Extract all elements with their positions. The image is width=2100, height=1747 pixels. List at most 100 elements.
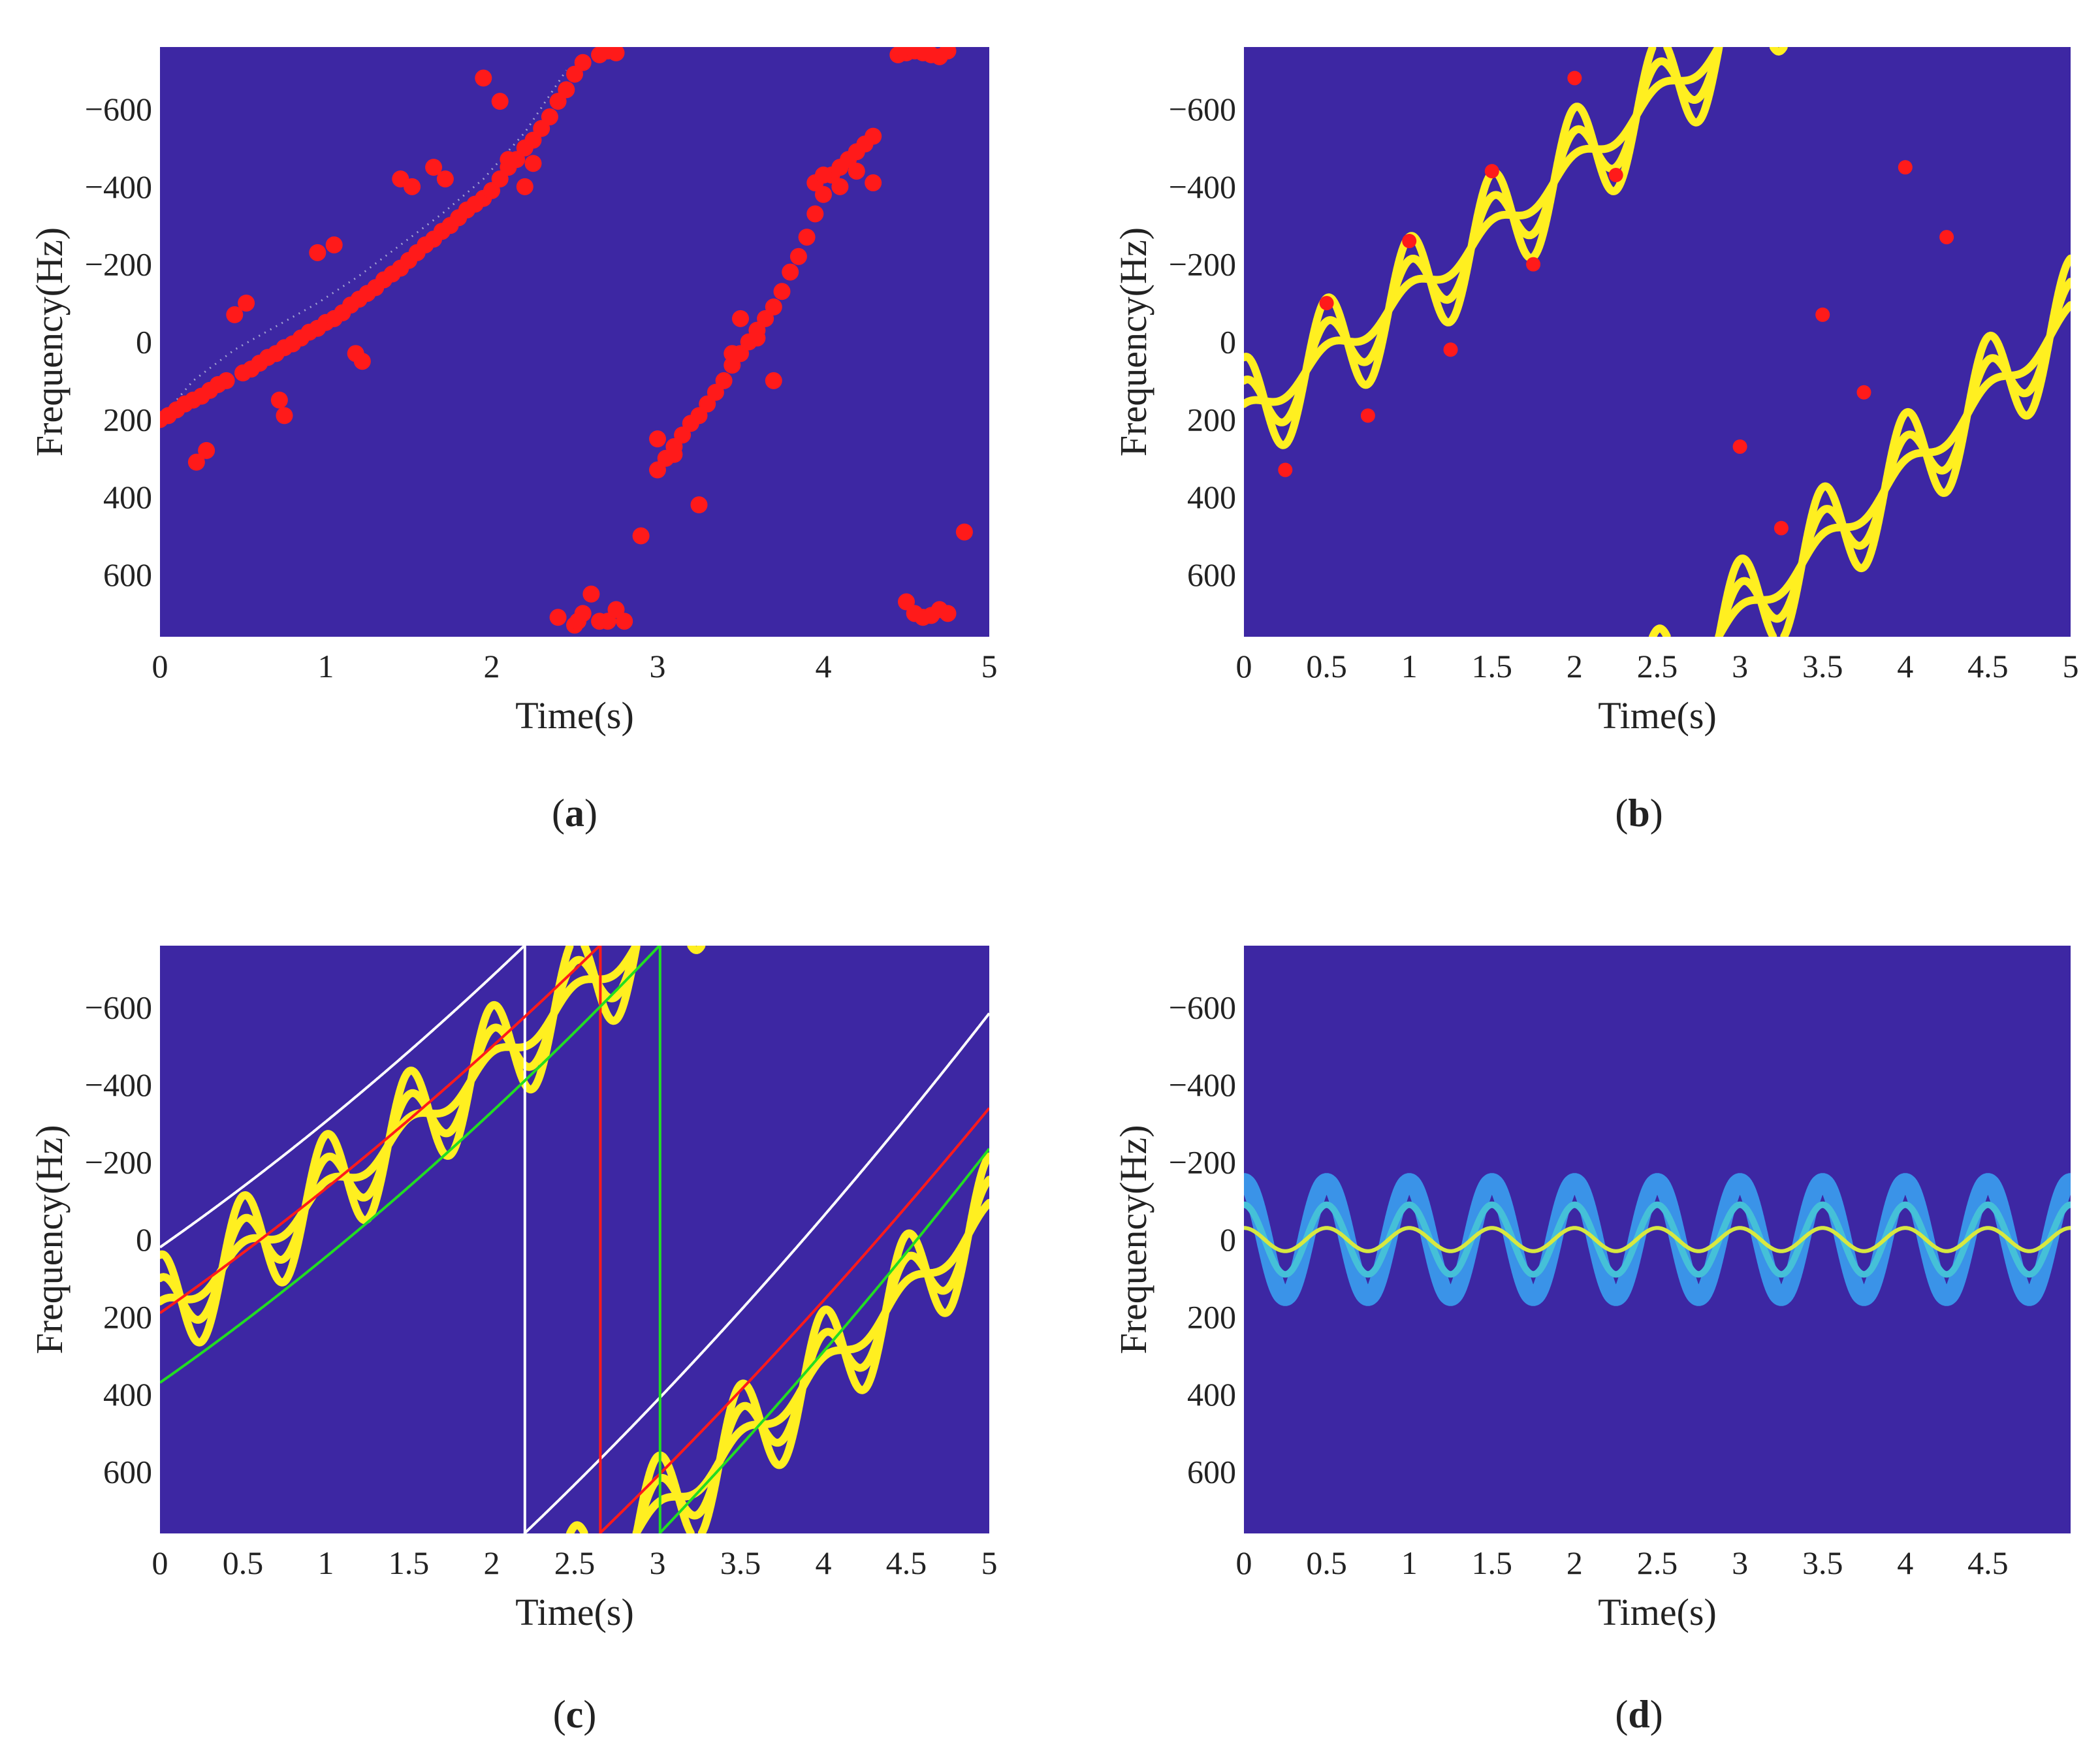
detected-peak-point bbox=[217, 372, 235, 389]
panel-d: 0 0.5 1 1.5 2 2.5 3 3.5 4 4.5 −600 −400 −200 0 200 400 6… bbox=[1112, 946, 2071, 1736]
y-tick-label: 200 bbox=[1187, 1298, 1236, 1335]
detected-peak-point bbox=[955, 523, 973, 541]
x-tick-label: 2 bbox=[1567, 648, 1583, 684]
y-tick-label: 0 bbox=[136, 324, 152, 361]
ridge-outer-line bbox=[687, 946, 706, 954]
y-tick-label: −600 bbox=[1169, 989, 1236, 1026]
panel-label-open: ( bbox=[552, 792, 565, 835]
ridge-inner-line bbox=[1244, 47, 1723, 408]
x-tick-label: 4 bbox=[816, 648, 832, 684]
extremum-point bbox=[1443, 342, 1458, 357]
x-tick-label: 0 bbox=[1236, 648, 1252, 684]
x-tick-label: 4 bbox=[816, 1545, 832, 1581]
x-tick-label: 3.5 bbox=[1802, 648, 1843, 684]
detected-peak-point bbox=[649, 430, 666, 448]
detected-peak-point bbox=[848, 163, 865, 180]
ridge-inner-line bbox=[1715, 301, 2071, 637]
y-tick-label: 600 bbox=[1187, 556, 1236, 593]
plot-content bbox=[160, 47, 973, 634]
detected-peak-point bbox=[748, 329, 766, 347]
detected-peak-point bbox=[865, 174, 882, 191]
x-tick-label: 0.5 bbox=[1306, 648, 1347, 684]
extremum-point bbox=[1732, 439, 1747, 454]
detected-peak-point bbox=[632, 527, 650, 545]
detected-peak-point bbox=[616, 613, 633, 630]
x-tick-label: 0 bbox=[152, 648, 168, 684]
x-tick-label: 4.5 bbox=[1967, 1545, 2009, 1581]
ridge-outer-line bbox=[566, 1521, 588, 1533]
extremum-point bbox=[1484, 164, 1499, 179]
panel-label-close: ) bbox=[1650, 1693, 1663, 1736]
detected-peak-point bbox=[541, 108, 558, 125]
x-tick-label: 1.5 bbox=[1472, 648, 1513, 684]
panel-label-open: ( bbox=[1615, 792, 1628, 835]
detected-peak-point bbox=[782, 263, 799, 281]
extremum-point bbox=[1360, 408, 1375, 423]
y-tick-label: −400 bbox=[1169, 1066, 1236, 1103]
y-tick-label: 600 bbox=[103, 556, 152, 593]
plot-content bbox=[1244, 1173, 2071, 1306]
x-tick-label: 5 bbox=[981, 1545, 998, 1581]
detected-peak-point bbox=[789, 248, 807, 265]
y-tick-label: −400 bbox=[85, 1066, 152, 1103]
panel-label-letter: c bbox=[566, 1693, 584, 1736]
detected-peak-point bbox=[549, 609, 567, 626]
detected-peak-point bbox=[815, 167, 832, 184]
x-tick-label: 5 bbox=[2063, 648, 2079, 684]
detected-peak-point bbox=[715, 372, 733, 389]
extremum-point bbox=[1898, 160, 1913, 175]
y-tick-label: −200 bbox=[1169, 1144, 1236, 1181]
x-tick-label: 4 bbox=[1897, 1545, 1913, 1581]
y-tick-label: −400 bbox=[85, 168, 152, 205]
detected-peak-point bbox=[690, 496, 708, 514]
detected-peak-point bbox=[558, 81, 575, 99]
y-tick-label: −600 bbox=[85, 989, 152, 1026]
ridge-outer-line bbox=[1649, 624, 1671, 637]
y-axis-label: Frequency(Hz) bbox=[28, 227, 71, 457]
y-tick-label: −400 bbox=[1169, 168, 1236, 205]
panel-c: 0 0.5 1 1.5 2 2.5 3 3.5 4 4.5 5 −600 −400 −200 0 200 400… bbox=[28, 946, 998, 1736]
extremum-point bbox=[1319, 296, 1334, 311]
detected-peak-point bbox=[865, 127, 882, 145]
x-tick-label: 1.5 bbox=[389, 1545, 430, 1581]
detected-peak-point bbox=[309, 244, 326, 261]
panel-b: 0 0.5 1 1.5 2 2.5 3 3.5 4 4.5 5 −600 −400 −200 0 200 400… bbox=[1112, 47, 2079, 835]
panel-label-close: ) bbox=[584, 792, 597, 835]
detected-peak-point bbox=[238, 295, 255, 312]
plot-content bbox=[160, 946, 989, 1533]
panel-label-open: ( bbox=[553, 1693, 566, 1736]
y-tick-label: 200 bbox=[103, 1298, 152, 1335]
detected-peak-point bbox=[574, 605, 592, 622]
detected-peak-point bbox=[524, 155, 542, 172]
extremum-point bbox=[1608, 168, 1623, 183]
y-axis-label: Frequency(Hz) bbox=[28, 1125, 71, 1354]
detected-peak-point bbox=[574, 54, 592, 71]
y-tick-label: 200 bbox=[1187, 401, 1236, 438]
detected-peak-point bbox=[724, 345, 741, 362]
x-tick-label: 0 bbox=[1236, 1545, 1252, 1581]
y-tick-label: 400 bbox=[1187, 1376, 1236, 1413]
panel-label: (d) bbox=[1615, 1693, 1663, 1736]
y-axis-label: Frequency(Hz) bbox=[1112, 227, 1154, 457]
y-tick-label: 600 bbox=[103, 1453, 152, 1490]
lower-bound-curve bbox=[658, 1147, 989, 1533]
x-tick-label: 1.5 bbox=[1472, 1545, 1513, 1581]
x-tick-label: 3.5 bbox=[720, 1545, 761, 1581]
x-tick-label: 3 bbox=[650, 1545, 666, 1581]
x-tick-label: 2 bbox=[1567, 1545, 1583, 1581]
plot-content bbox=[1244, 47, 2071, 637]
x-tick-label: 0 bbox=[152, 1545, 168, 1581]
panel-label: (a) bbox=[552, 792, 597, 835]
center-fit-curve bbox=[599, 1107, 989, 1533]
x-tick-label: 2.5 bbox=[1637, 1545, 1678, 1581]
detected-peak-point bbox=[276, 407, 293, 425]
x-tick-label: 5 bbox=[981, 648, 998, 684]
extremum-point bbox=[1567, 71, 1582, 86]
x-tick-label: 0.5 bbox=[1306, 1545, 1347, 1581]
y-tick-label: −600 bbox=[85, 91, 152, 127]
detected-peak-point bbox=[270, 391, 288, 409]
x-tick-label: 3.5 bbox=[1802, 1545, 1843, 1581]
x-tick-label: 1 bbox=[318, 648, 334, 684]
extremum-point bbox=[1939, 230, 1954, 245]
